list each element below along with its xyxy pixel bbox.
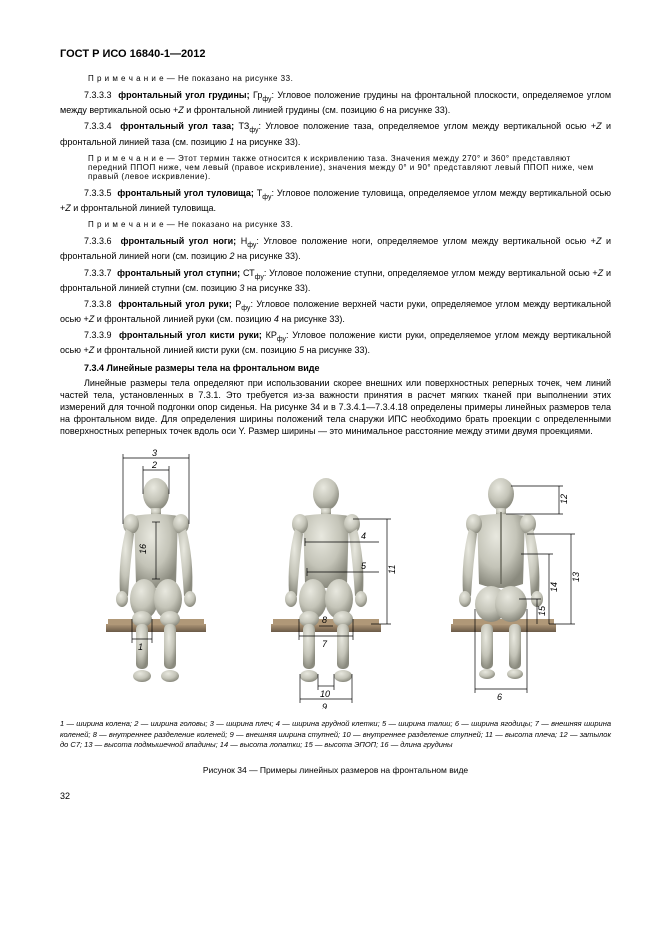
figure-2-front: 4 5 11 7 8 <box>271 478 397 709</box>
note-2: П р и м е ч а н и е — Этот термин также … <box>88 154 611 181</box>
dim-14: 14 <box>549 582 559 592</box>
dim-9: 9 <box>322 702 327 709</box>
dim-5: 5 <box>361 561 367 571</box>
document-header: ГОСТ Р ИСО 16840-1—2012 <box>60 48 611 60</box>
figure-3-back: 12 13 14 15 6 <box>451 478 581 702</box>
note-3: П р и м е ч а н и е — Не показано на рис… <box>88 220 611 229</box>
dim-13: 13 <box>571 572 581 582</box>
dim-15: 15 <box>537 605 547 616</box>
clause-7334: 7.3.3.4 фронтальный угол таза; ТЗфу: Угл… <box>60 120 611 147</box>
dim-16: 16 <box>138 544 148 554</box>
clause-7333: 7.3.3.3 фронтальный угол грудины; Грфу: … <box>60 89 611 116</box>
section-734-title: 7.3.4 Линейные размеры тела на фронтальн… <box>84 363 611 373</box>
dim-2: 2 <box>151 460 157 470</box>
figure-1-front: 2 3 1 16 <box>106 449 206 682</box>
clause-7335: 7.3.3.5 фронтальный угол туловища; Тфу: … <box>60 187 611 214</box>
clause-7338: 7.3.3.8 фронтальный угол руки; Рфу: Угло… <box>60 298 611 325</box>
figure-34: 2 3 1 16 <box>71 449 601 709</box>
dim-12: 12 <box>559 494 569 504</box>
dim-3: 3 <box>152 449 157 458</box>
figure-caption: Рисунок 34 — Примеры линейных размеров н… <box>60 765 611 775</box>
clause-7337: 7.3.3.7 фронтальный угол ступни; СТфу: У… <box>60 267 611 294</box>
figure-legend: 1 — ширина колена; 2 — ширина головы; 3 … <box>60 719 611 751</box>
dim-11: 11 <box>387 565 397 574</box>
dim-7: 7 <box>322 639 328 649</box>
section-734-body: Линейные размеры тела определяют при исп… <box>60 377 611 438</box>
dim-4: 4 <box>361 531 366 541</box>
note-1: П р и м е ч а н и е — Не показано на рис… <box>88 74 611 83</box>
page-number: 32 <box>60 791 611 801</box>
dim-10: 10 <box>320 689 330 699</box>
dim-8: 8 <box>322 615 327 625</box>
dim-6: 6 <box>497 692 502 702</box>
clause-7339: 7.3.3.9 фронтальный угол кисти руки; КРф… <box>60 329 611 356</box>
figure-34-svg: 2 3 1 16 <box>71 449 601 709</box>
page: ГОСТ Р ИСО 16840-1—2012 П р и м е ч а н … <box>0 0 661 831</box>
clause-7336: 7.3.3.6 фронтальный угол ноги; Нфу: Угло… <box>60 235 611 262</box>
dim-1: 1 <box>138 642 143 652</box>
